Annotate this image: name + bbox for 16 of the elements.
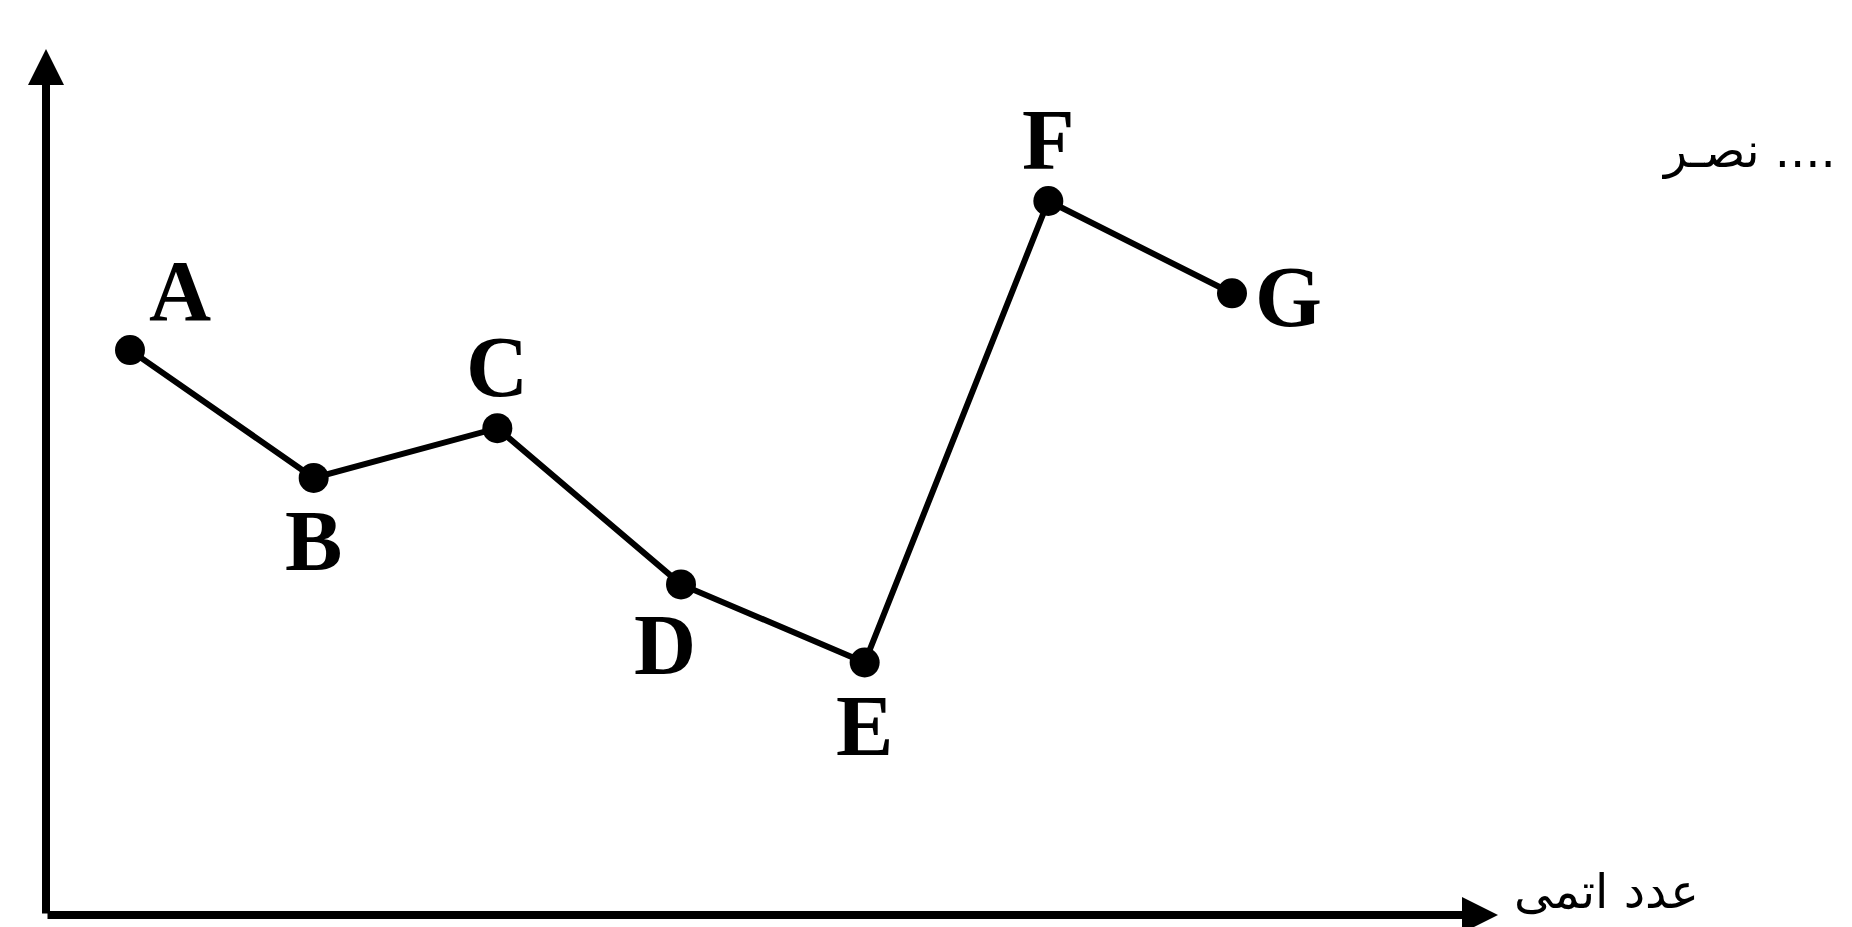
text: F (1022, 92, 1075, 188)
point (115, 335, 145, 366)
point (1217, 278, 1247, 309)
annotation: E (836, 678, 894, 774)
point (298, 462, 329, 493)
annotation: B (285, 493, 343, 589)
point (1033, 186, 1064, 216)
annotation: C (466, 319, 529, 415)
point (482, 413, 513, 444)
annotation: A (149, 243, 212, 339)
point (849, 647, 880, 678)
text: نصـر .... (1662, 122, 1836, 179)
point (666, 569, 696, 600)
x-axis-title: عدد اتمی (1514, 863, 1699, 919)
annotation: G (1255, 249, 1322, 345)
annotation: D (634, 597, 697, 693)
